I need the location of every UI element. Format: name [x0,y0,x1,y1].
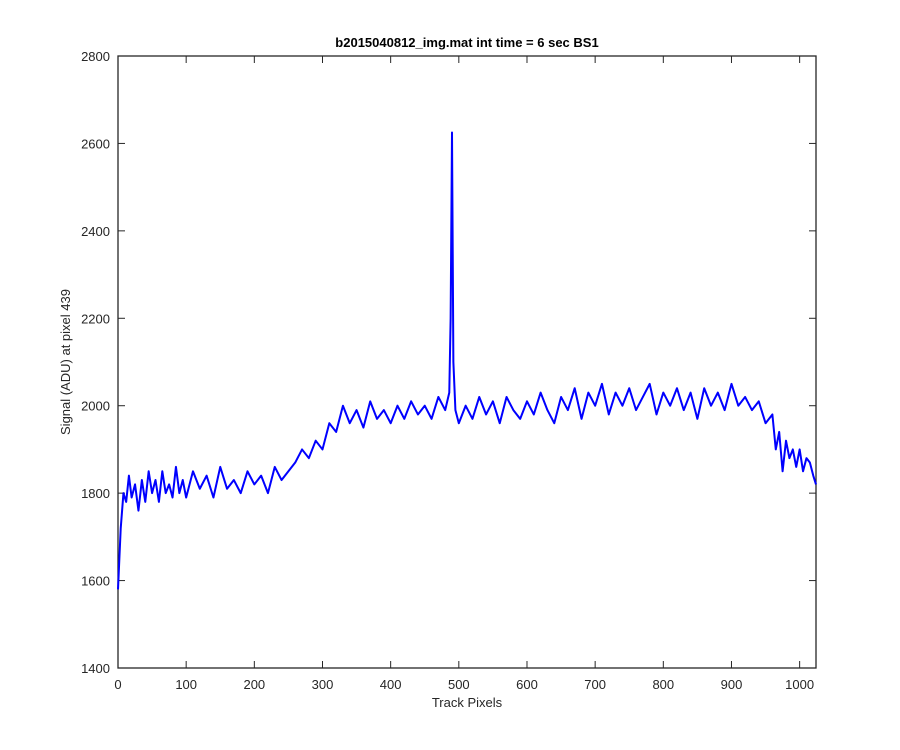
y-tick-label: 2800 [81,49,110,64]
chart-title: b2015040812_img.mat int time = 6 sec BS1 [335,35,598,50]
x-tick-label: 100 [175,677,197,692]
x-tick-label: 500 [448,677,470,692]
x-tick-label: 400 [380,677,402,692]
y-tick-label: 2200 [81,311,110,326]
x-tick-label: 300 [312,677,334,692]
signal-series-line [117,131,817,590]
y-tick-label: 2400 [81,224,110,239]
axis-ticks: 0 100 200 300 400 500 600 700 800 900 1000 1400 1600… [81,49,816,692]
y-tick-label: 2600 [81,136,110,151]
x-tick-label: 200 [243,677,265,692]
y-tick-label: 1800 [81,486,110,501]
x-tick-label: 900 [721,677,743,692]
x-tick-label: 800 [652,677,674,692]
series-layer [117,131,817,590]
x-tick-label: 0 [114,677,121,692]
x-axis-label: Track Pixels [432,695,503,710]
y-axis-label: Signal (ADU) at pixel 439 [58,289,73,435]
y-tick-label: 2000 [81,399,110,414]
x-tick-label: 700 [584,677,606,692]
y-tick-label: 1600 [81,574,110,589]
x-tick-label: 1000 [785,677,814,692]
y-tick-label: 1400 [81,661,110,676]
plot-area [117,55,817,669]
x-tick-label: 600 [516,677,538,692]
